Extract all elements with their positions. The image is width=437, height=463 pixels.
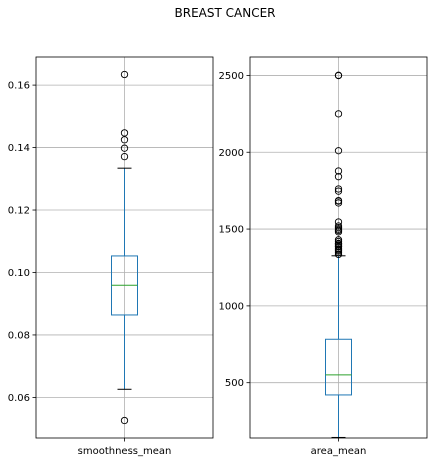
y-tick-label: 2000 [219, 148, 244, 159]
y-tick-label: 1000 [219, 301, 244, 312]
iqr-box [325, 338, 352, 396]
outlier-point [334, 199, 343, 207]
outlier-point [334, 222, 343, 230]
outlier-point [120, 70, 129, 79]
panels: 0.06 0.08 0.10 0.12 0.14 0.16 smoothness_mean 5… [8, 56, 428, 457]
outlier-point [334, 250, 343, 259]
outlier-point [334, 196, 343, 205]
outlier-point [334, 185, 343, 193]
figure-title: BREAST CANCER [175, 6, 276, 20]
boxplot-panel-2: 500 1000 1500 2000 2500 area_mean [219, 56, 428, 457]
outlier-point [334, 218, 343, 226]
y-tick-label: 1500 [219, 225, 244, 236]
x-tick-label: area_mean [311, 446, 367, 457]
outlier-point [334, 245, 343, 253]
outlier-point [120, 136, 129, 144]
outlier-point [120, 416, 129, 425]
outlier-point [120, 129, 129, 137]
outlier-point [334, 236, 343, 244]
outlier-point [120, 144, 129, 152]
y-tick-label: 0.08 [8, 330, 30, 341]
y-tick-label: 0.10 [8, 268, 30, 279]
boxplot-panel-1: 0.06 0.08 0.10 0.12 0.14 0.16 smoothness_mean [8, 56, 214, 457]
outlier-point [334, 110, 343, 118]
y-tick-label: 500 [225, 378, 244, 389]
y-tick-label: 0.12 [8, 206, 30, 217]
y-tick-label: 2500 [219, 71, 244, 82]
outlier-point [334, 147, 343, 155]
outlier-point [334, 167, 343, 175]
y-tick-label: 0.16 [8, 81, 30, 92]
outlier-point [334, 239, 343, 248]
y-tick-label: 0.14 [8, 143, 30, 154]
y-tick-label: 0.06 [8, 393, 30, 404]
outlier-point [334, 173, 343, 181]
outlier-point [120, 152, 129, 161]
outlier-point [334, 71, 343, 79]
x-tick-label: smoothness_mean [78, 446, 172, 457]
outlier-point [334, 187, 343, 195]
